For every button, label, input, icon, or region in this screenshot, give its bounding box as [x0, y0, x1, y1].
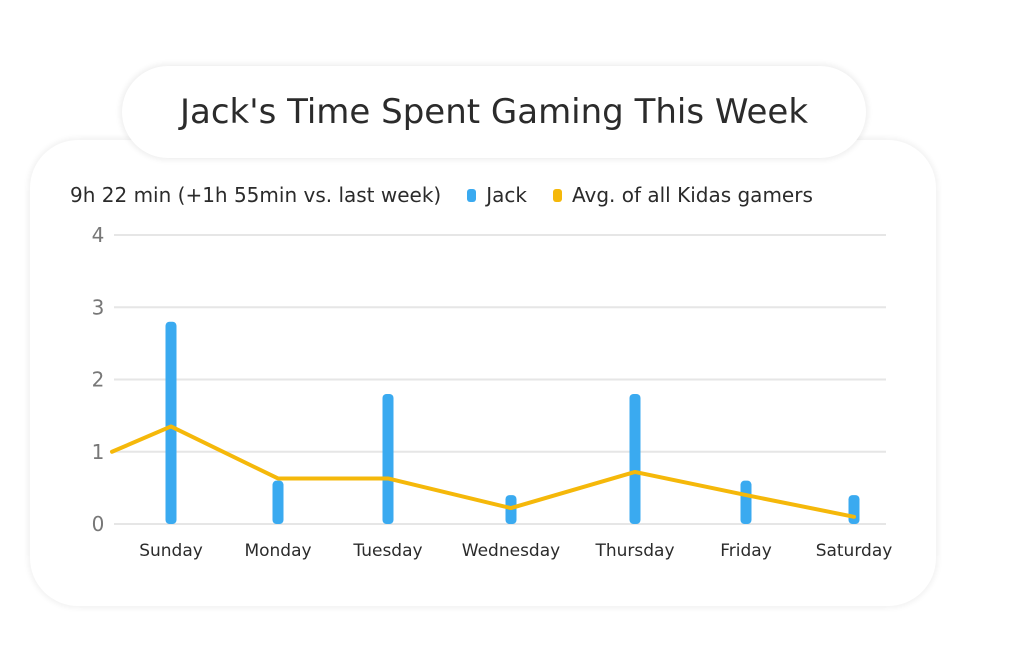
y-tick-label: 0	[92, 512, 105, 536]
summary-row: 9h 22 min (+1h 55min vs. last week) Jack…	[70, 180, 839, 210]
legend-label-jack: Jack	[486, 183, 527, 207]
average-series-line	[110, 424, 856, 519]
legend-swatch-jack	[467, 188, 477, 202]
x-axis-labels: Sunday Monday Tuesday Wednesday Thursday Frid…	[139, 541, 892, 561]
x-tick-label-saturday: Saturday	[816, 541, 893, 561]
x-tick-label-monday: Monday	[244, 541, 311, 561]
line-average	[110, 424, 856, 519]
legend-swatch-average	[552, 188, 562, 202]
bar-saturday	[848, 495, 860, 524]
weekly-summary: 9h 22 min (+1h 55min vs. last week)	[70, 183, 442, 207]
bar-tuesday	[382, 393, 394, 524]
y-tick-label: 1	[92, 440, 105, 464]
y-tick-label: 4	[92, 223, 105, 247]
legend-item-jack: Jack	[467, 183, 527, 207]
x-tick-label-wednesday: Wednesday	[462, 541, 560, 561]
y-tick-label: 3	[92, 295, 105, 319]
legend-label-average: Avg. of all Kidas gamers	[571, 183, 813, 207]
chart-title: Jack's Time Spent Gaming This Week	[179, 92, 809, 132]
y-tick-label: 2	[92, 368, 105, 392]
bar-thursday	[629, 393, 641, 524]
x-tick-label-friday: Friday	[720, 541, 772, 561]
legend-item-average: Avg. of all Kidas gamers	[552, 183, 813, 207]
bar-sunday	[165, 321, 177, 524]
y-axis-ticks: 0 1 2 3 4	[92, 223, 105, 536]
chart-card	[30, 140, 936, 606]
x-tick-label-sunday: Sunday	[139, 541, 203, 561]
bars-jack	[165, 321, 860, 524]
bar-friday	[740, 480, 752, 524]
bar-monday	[272, 480, 284, 524]
x-tick-label-tuesday: Tuesday	[352, 541, 422, 561]
title-pill: Jack's Time Spent Gaming This Week	[122, 66, 866, 158]
x-tick-label-thursday: Thursday	[594, 541, 674, 561]
grid-lines	[114, 234, 886, 525]
